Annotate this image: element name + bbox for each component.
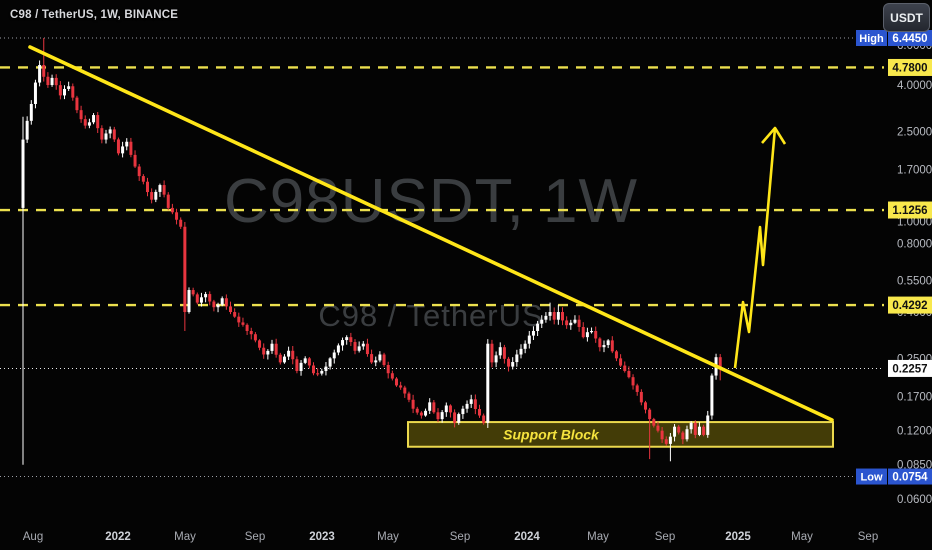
- svg-text:Sep: Sep: [655, 531, 675, 543]
- descending-trendline[interactable]: [28, 45, 834, 422]
- last-price-label: 0.2257: [888, 359, 932, 377]
- price-axis[interactable]: 6.00004.00002.50001.70001.00000.80000.55…: [856, 30, 932, 506]
- svg-text:2022: 2022: [105, 531, 131, 543]
- level-price-label: 4.7800: [888, 58, 932, 76]
- svg-text:Sep: Sep: [858, 531, 878, 543]
- svg-text:Aug: Aug: [23, 531, 43, 543]
- svg-text:0.2257: 0.2257: [892, 363, 927, 375]
- projection-arrow[interactable]: [733, 126, 787, 369]
- svg-text:Sep: Sep: [245, 531, 265, 543]
- svg-text:0.1700: 0.1700: [897, 391, 932, 403]
- svg-text:May: May: [587, 531, 609, 543]
- svg-text:May: May: [174, 531, 196, 543]
- svg-text:1.0000: 1.0000: [897, 217, 932, 229]
- support-block[interactable]: [407, 421, 834, 448]
- svg-text:6.4450: 6.4450: [892, 33, 927, 45]
- high-marker: High 6.4450: [856, 30, 932, 46]
- level-price-label: 1.1256: [888, 201, 932, 219]
- svg-text:May: May: [377, 531, 399, 543]
- time-axis[interactable]: Aug 2022 May Sep 2023 May Sep 2024 May Sep 2025 May…: [23, 531, 878, 543]
- svg-text:0.8000: 0.8000: [897, 239, 932, 251]
- level-price-label: 0.4292: [888, 296, 932, 314]
- svg-text:High: High: [859, 33, 884, 45]
- svg-text:May: May: [791, 531, 813, 543]
- svg-text:0.4292: 0.4292: [892, 300, 927, 312]
- svg-text:4.0000: 4.0000: [897, 80, 932, 92]
- svg-text:2025: 2025: [725, 531, 751, 543]
- svg-text:Low: Low: [861, 472, 883, 484]
- svg-text:0.0754: 0.0754: [892, 472, 928, 484]
- low-marker: Low 0.0754: [856, 468, 932, 485]
- svg-text:1.1256: 1.1256: [892, 205, 927, 217]
- svg-text:1.7000: 1.7000: [897, 164, 932, 176]
- svg-text:2.5000: 2.5000: [897, 126, 932, 138]
- currency-toggle-button[interactable]: USDT: [883, 3, 930, 32]
- svg-text:2024: 2024: [514, 531, 540, 543]
- svg-text:0.5500: 0.5500: [897, 276, 932, 288]
- svg-text:Sep: Sep: [450, 531, 470, 543]
- candles-layer: [21, 38, 722, 465]
- watermark-symbol: C98USDT, 1W: [223, 167, 639, 236]
- svg-text:2023: 2023: [309, 531, 335, 543]
- watermark-pair: C98 / TetherUS: [318, 298, 544, 333]
- support-block-label: Support Block: [503, 427, 600, 443]
- symbol-title[interactable]: C98 / TetherUS, 1W, BINANCE: [10, 9, 179, 21]
- svg-text:0.0600: 0.0600: [897, 494, 932, 506]
- svg-text:0.1200: 0.1200: [897, 426, 932, 438]
- svg-text:4.7800: 4.7800: [892, 62, 927, 74]
- grid-lines: [0, 37, 884, 478]
